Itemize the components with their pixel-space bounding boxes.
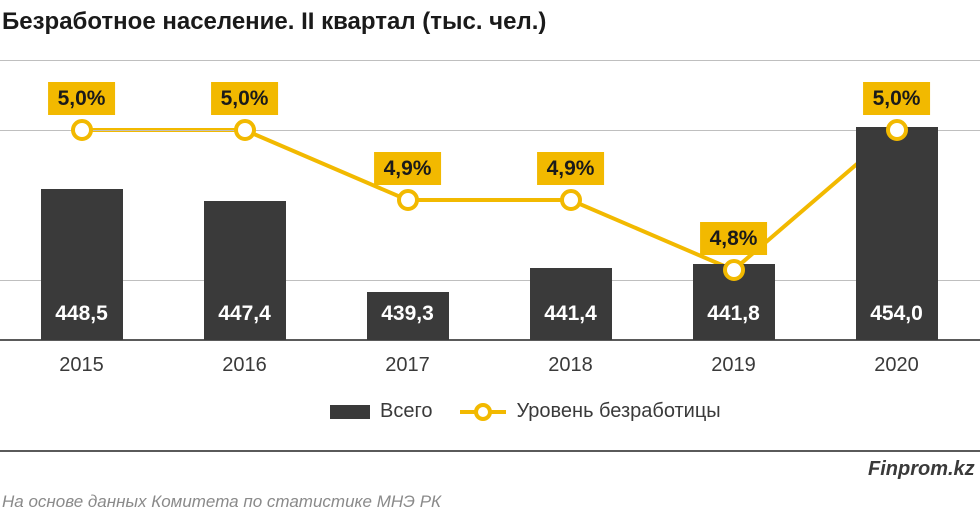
line-marker-label: 4,9% — [537, 152, 605, 185]
line-marker-label: 4,8% — [700, 222, 768, 255]
bar-value-label: 441,8 — [693, 302, 775, 326]
x-axis-baseline — [0, 339, 980, 341]
chart-plot-area: 448,52015447,42016439,32017441,42018441,… — [0, 60, 980, 340]
bar: 447,4 — [204, 201, 286, 340]
line-marker — [234, 119, 256, 141]
legend-swatch-line — [460, 401, 506, 423]
source-note: На основе данных Комитета по статистике … — [2, 492, 441, 512]
bar-value-label: 454,0 — [856, 302, 938, 326]
legend-swatch-bar — [330, 405, 370, 419]
legend-item-line: Уровень безработицы — [460, 400, 720, 423]
bar: 454,0 — [856, 127, 938, 340]
bar: 439,3 — [367, 292, 449, 340]
line-marker-label: 5,0% — [48, 82, 116, 115]
bar: 448,5 — [41, 189, 123, 340]
legend-label-bar: Всего — [380, 400, 432, 423]
x-axis-label: 2017 — [326, 354, 489, 377]
x-axis-label: 2020 — [815, 354, 978, 377]
legend-label-line: Уровень безработицы — [516, 400, 720, 423]
line-marker-label: 5,0% — [863, 82, 931, 115]
x-axis-label: 2018 — [489, 354, 652, 377]
bar-value-label: 441,4 — [530, 302, 612, 326]
chart-title: Безработное население. II квартал (тыс. … — [2, 8, 546, 36]
line-marker-label: 5,0% — [211, 82, 279, 115]
line-marker — [397, 189, 419, 211]
gridline — [0, 280, 980, 281]
bar-value-label: 439,3 — [367, 302, 449, 326]
legend-item-bar: Всего — [330, 400, 432, 423]
legend: Всего Уровень безработицы — [330, 400, 721, 423]
bar-value-label: 447,4 — [204, 302, 286, 326]
x-axis-label: 2016 — [163, 354, 326, 377]
footer-divider — [0, 450, 980, 452]
brand-label: Finprom.kz — [868, 458, 975, 481]
line-marker — [71, 119, 93, 141]
line-marker-label: 4,9% — [374, 152, 442, 185]
x-axis-label: 2015 — [0, 354, 163, 377]
gridline — [0, 130, 980, 131]
line-series-svg — [0, 60, 980, 340]
line-marker — [723, 259, 745, 281]
bar: 441,4 — [530, 268, 612, 340]
x-axis-label: 2019 — [652, 354, 815, 377]
line-marker — [560, 189, 582, 211]
bar-value-label: 448,5 — [41, 302, 123, 326]
gridline — [0, 60, 980, 61]
line-marker — [886, 119, 908, 141]
